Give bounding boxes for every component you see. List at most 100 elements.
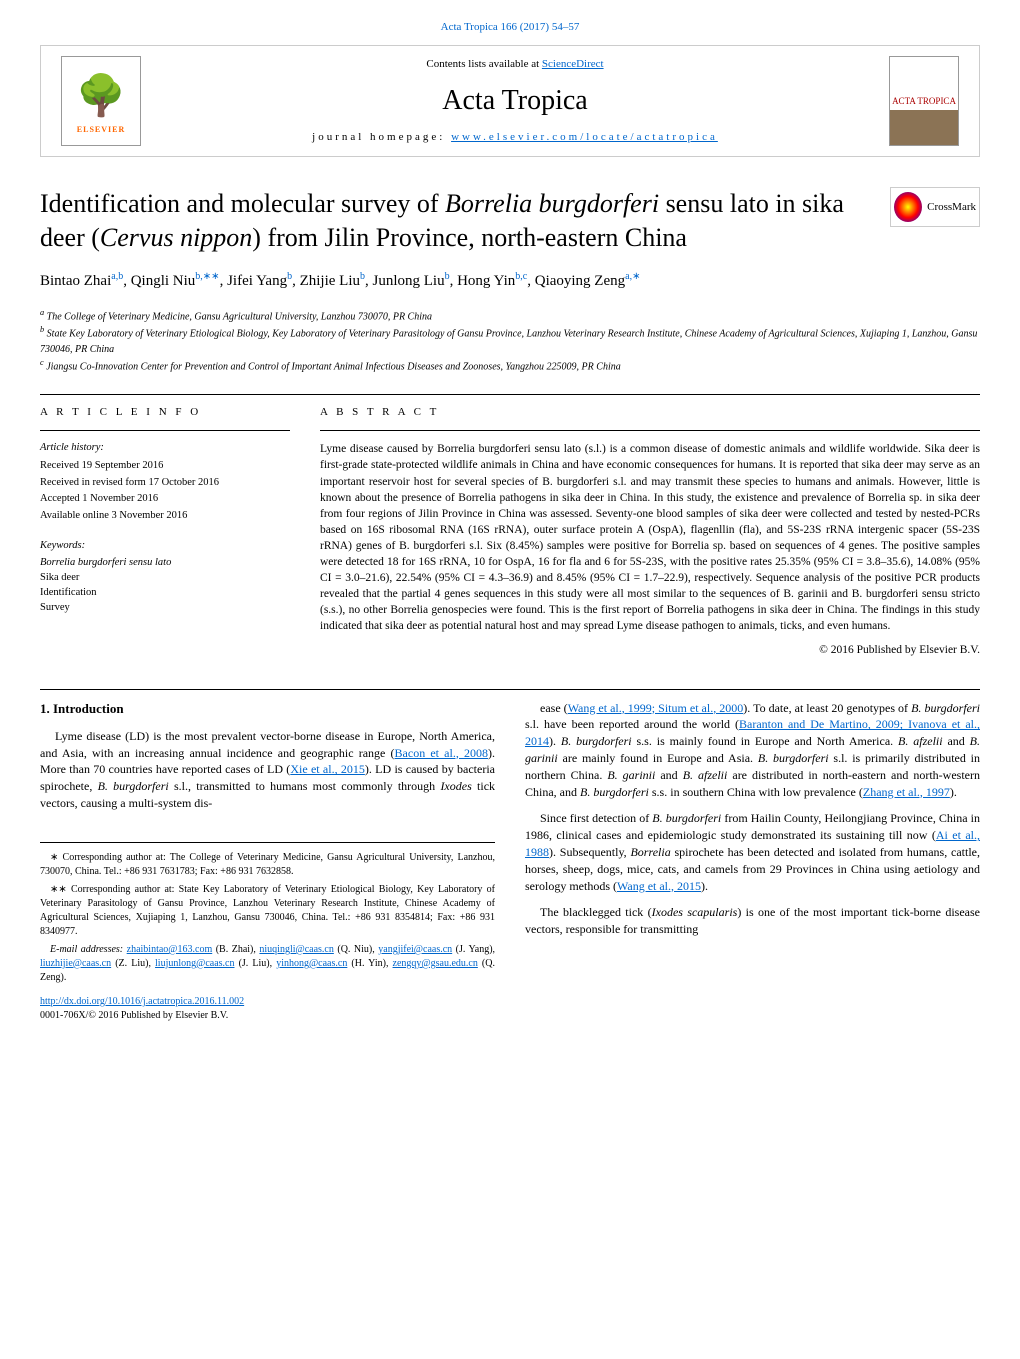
article-info-heading: A R T I C L E I N F O (40, 405, 290, 420)
journal-cover: ACTA TROPICA (889, 56, 959, 146)
article-info: A R T I C L E I N F O Article history: R… (40, 405, 290, 659)
abstract-text: Lyme disease caused by Borrelia burgdorf… (320, 441, 980, 634)
t: B. burgdorferi (911, 701, 980, 715)
email-link[interactable]: liuzhijie@caas.cn (40, 958, 111, 969)
sciencedirect-link[interactable]: ScienceDirect (542, 58, 604, 70)
t: B. garinii (607, 768, 655, 782)
divider (320, 430, 980, 431)
journal-header: 🌳 ELSEVIER Contents lists available at S… (40, 45, 980, 157)
history-item: Available online 3 November 2016 (40, 509, 290, 524)
t: ). To date, at least 20 genotypes of (743, 701, 911, 715)
keyword-item: Sika deer (40, 571, 290, 586)
ref-link[interactable]: Wang et al., 2015 (617, 879, 701, 893)
keywords-list: Borrelia burgdorferi sensu latoSika deer… (40, 556, 290, 615)
email-link[interactable]: yangjifei@caas.cn (378, 944, 452, 955)
email-link[interactable]: liujunlong@caas.cn (155, 958, 234, 969)
top-citation: Acta Tropica 166 (2017) 54–57 (40, 20, 980, 35)
t: and (943, 734, 970, 748)
email-link[interactable]: yinhong@caas.cn (276, 958, 347, 969)
keyword-item: Borrelia burgdorferi sensu lato (40, 556, 290, 571)
t: B. afzelii (683, 768, 728, 782)
t: ease ( (540, 701, 568, 715)
title-p1: Identification and molecular survey of (40, 189, 445, 218)
homepage-label: journal homepage: (312, 131, 451, 143)
t: B. burgdorferi (652, 811, 721, 825)
title-row: Identification and molecular survey of B… (40, 187, 980, 255)
t: Ixodes scapularis (652, 905, 738, 919)
divider (40, 430, 290, 431)
crossmark-badge[interactable]: CrossMark (890, 187, 980, 227)
t: Ixodes (440, 779, 471, 793)
abstract-heading: A B S T R A C T (320, 405, 980, 420)
homepage-link[interactable]: www.elsevier.com/locate/actatropica (451, 131, 718, 143)
t: B. burgdorferi (758, 751, 829, 765)
journal-name: Acta Tropica (141, 81, 889, 120)
t: B. burgdorferi (98, 779, 169, 793)
divider (40, 394, 980, 395)
info-abstract-row: A R T I C L E I N F O Article history: R… (40, 405, 980, 659)
title-p2: Borrelia burgdorferi (445, 189, 659, 218)
abstract-copyright: © 2016 Published by Elsevier B.V. (320, 642, 980, 658)
intro-para1: Lyme disease (LD) is the most prevalent … (40, 728, 495, 812)
col2-para3: The blacklegged tick (Ixodes scapularis)… (525, 904, 980, 938)
crossmark-label: CrossMark (927, 200, 976, 215)
elsevier-tree-icon: 🌳 (76, 68, 126, 124)
abstract: A B S T R A C T Lyme disease caused by B… (320, 405, 980, 659)
contents-line: Contents lists available at ScienceDirec… (141, 57, 889, 72)
email-link[interactable]: niuqingli@caas.cn (259, 944, 333, 955)
elsevier-logo: 🌳 ELSEVIER (61, 56, 141, 146)
t: Borrelia (630, 845, 670, 859)
t: B. afzelii (898, 734, 943, 748)
ref-link[interactable]: Bacon et al., 2008 (395, 746, 488, 760)
t: B. burgdorferi (580, 785, 649, 799)
contents-label: Contents lists available at (426, 58, 541, 70)
homepage-line: journal homepage: www.elsevier.com/locat… (141, 130, 889, 145)
t: The blacklegged tick ( (540, 905, 652, 919)
footnote-corresp1: ∗ Corresponding author at: The College o… (40, 851, 495, 879)
t: s.l. have been reported around the world… (525, 717, 739, 731)
ref-link[interactable]: Xie et al., 2015 (290, 762, 365, 776)
doi-link[interactable]: http://dx.doi.org/10.1016/j.actatropica.… (40, 996, 244, 1007)
t: s.s. is mainly found in Europe and North… (632, 734, 898, 748)
body-columns: 1. Introduction Lyme disease (LD) is the… (40, 700, 980, 1023)
t: s.s. in southern China with low prevalen… (649, 785, 863, 799)
keyword-item: Identification (40, 586, 290, 601)
history-item: Accepted 1 November 2016 (40, 492, 290, 507)
t: ). (549, 734, 561, 748)
footnote-corresp2: ∗∗ Corresponding author at: State Key La… (40, 883, 495, 939)
history-list: Received 19 September 2016 Received in re… (40, 459, 290, 524)
left-column: 1. Introduction Lyme disease (LD) is the… (40, 700, 495, 1023)
t: and (655, 768, 682, 782)
affiliations: a The College of Veterinary Medicine, Ga… (40, 307, 980, 374)
issn-text: 0001-706X/© 2016 Published by Elsevier B… (40, 1010, 228, 1021)
authors: Bintao Zhaia,b, Qingli Niub,∗∗, Jifei Ya… (40, 270, 980, 292)
email-link[interactable]: zhaibintao@163.com (127, 944, 213, 955)
history-label: Article history: (40, 441, 290, 456)
history-item: Received 19 September 2016 (40, 459, 290, 474)
title-p4: Cervus nippon (100, 223, 252, 252)
title-p5: ) from Jilin Province, north-eastern Chi… (252, 223, 687, 252)
article-title: Identification and molecular survey of B… (40, 187, 870, 255)
history-item: Received in revised form 17 October 2016 (40, 476, 290, 491)
ref-link[interactable]: Wang et al., 1999; Situm et al., 2000 (568, 701, 744, 715)
doi-line: http://dx.doi.org/10.1016/j.actatropica.… (40, 995, 495, 1023)
keyword-item: Survey (40, 601, 290, 616)
header-center: Contents lists available at ScienceDirec… (141, 57, 889, 145)
divider (40, 689, 980, 690)
email-link[interactable]: zengqy@gsau.edu.cn (393, 958, 478, 969)
section-heading: 1. Introduction (40, 700, 495, 718)
t: B. burgdorferi (561, 734, 632, 748)
t: s.l., transmitted to humans most commonl… (169, 779, 441, 793)
crossmark-icon (894, 192, 922, 222)
t: ). (950, 785, 957, 799)
t: ). (701, 879, 708, 893)
elsevier-text: ELSEVIER (77, 124, 125, 135)
right-column: ease (Wang et al., 1999; Situm et al., 2… (525, 700, 980, 1023)
keywords-label: Keywords: (40, 539, 290, 554)
t: ). Subsequently, (549, 845, 630, 859)
col2-para1: ease (Wang et al., 1999; Situm et al., 2… (525, 700, 980, 801)
ref-link[interactable]: Zhang et al., 1997 (863, 785, 950, 799)
footnotes: ∗ Corresponding author at: The College o… (40, 842, 495, 985)
footnote-emails: E-mail addresses: zhaibintao@163.com (B.… (40, 943, 495, 985)
t: Since first detection of (540, 811, 652, 825)
